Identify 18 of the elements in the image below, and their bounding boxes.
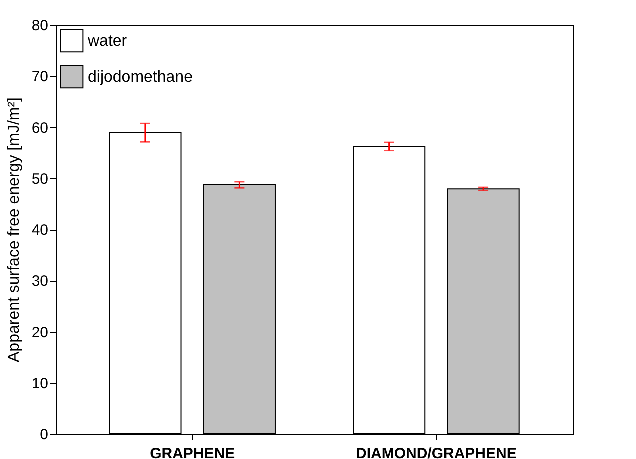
- y-tick-label: 10: [32, 375, 48, 392]
- bar: [353, 146, 426, 434]
- bar: [447, 188, 520, 434]
- bar: [109, 132, 182, 434]
- bar: [203, 184, 276, 434]
- y-tick-label: 50: [32, 170, 48, 188]
- y-tick-label: 80: [32, 18, 48, 34]
- y-tick-label: 60: [32, 120, 48, 137]
- x-tick-label: GRAPHENE: [150, 446, 236, 459]
- legend-label: water: [87, 33, 128, 50]
- y-axis-title: Apparent surface free energy [mJ/m²]: [6, 98, 23, 362]
- y-tick-label: 40: [32, 222, 48, 239]
- legend-label: dijodomethane: [88, 69, 194, 86]
- y-tick-label: 70: [32, 68, 48, 86]
- x-tick-label: DIAMOND/GRAPHENE: [356, 446, 517, 459]
- y-tick-label: 20: [32, 324, 48, 342]
- y-tick-label: 0: [40, 426, 48, 444]
- y-tick-label: 30: [32, 273, 48, 290]
